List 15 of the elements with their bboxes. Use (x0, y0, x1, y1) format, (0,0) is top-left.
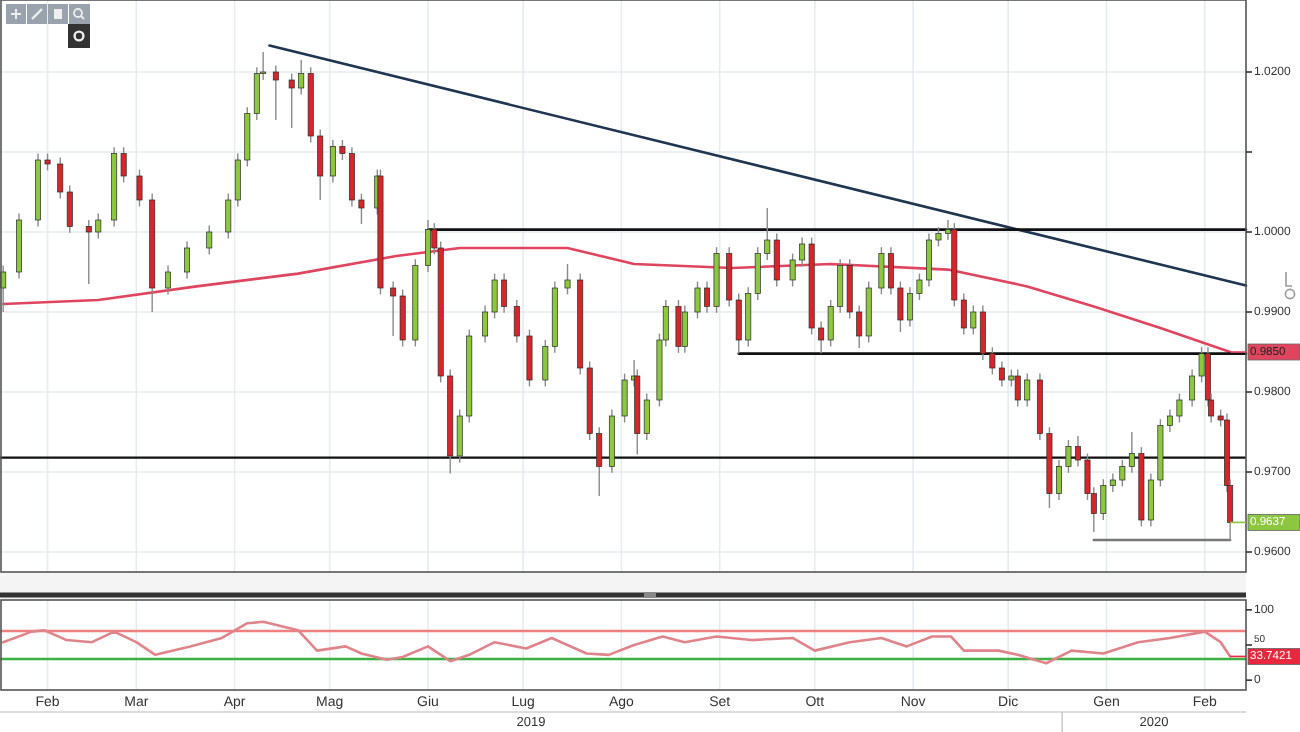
candlestick (272, 64, 279, 121)
candlestick (66, 184, 73, 234)
candlestick (184, 240, 191, 280)
candlestick (425, 219, 431, 273)
candlestick (564, 263, 571, 296)
candlestick (57, 156, 64, 200)
candlestick (681, 304, 688, 354)
candlestick (675, 299, 682, 354)
candlestick (165, 264, 171, 296)
candlestick (136, 168, 143, 208)
candlestick (206, 224, 213, 256)
candlestick (526, 328, 533, 388)
candlestick (621, 372, 628, 424)
line-series (1, 620, 1232, 665)
candlestick (513, 299, 520, 344)
